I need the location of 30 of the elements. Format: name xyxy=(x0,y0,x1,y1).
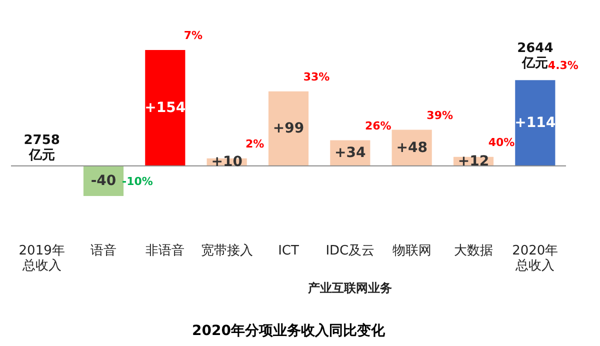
data-label: +99 xyxy=(272,120,304,137)
x-tick-label: 2019年总收入 xyxy=(18,244,65,274)
data-label: +48 xyxy=(396,140,428,156)
annotation: 7% xyxy=(184,29,203,42)
x-tick-label: 非语音 xyxy=(146,244,185,258)
data-label: +12 xyxy=(458,153,490,170)
annotation: 2% xyxy=(245,137,264,150)
annotation: 33% xyxy=(303,70,330,84)
bar xyxy=(145,50,186,166)
annotation: 40% xyxy=(488,136,515,149)
annotation: 2758亿元 xyxy=(24,132,60,163)
text: 2020年分项业务收入同比变化 xyxy=(192,322,386,339)
x-tick-label: ICT xyxy=(278,244,299,258)
data-label: +154 xyxy=(144,100,186,116)
data-label: +114 xyxy=(514,115,556,131)
annotation: 39% xyxy=(426,108,454,122)
data-label: +34 xyxy=(334,145,366,162)
text: 产业互联网业务 xyxy=(307,281,392,295)
annotation: 4.3% xyxy=(548,59,578,72)
x-tick-label: 物联网 xyxy=(392,244,432,258)
bar xyxy=(268,91,309,166)
x-tick-label: IDC及云 xyxy=(326,244,375,258)
x-tick-label: 2020年总收入 xyxy=(512,244,558,274)
data-label: -40 xyxy=(90,172,116,189)
bar xyxy=(515,80,556,166)
x-tick-label: 宽带接入 xyxy=(200,242,253,258)
x-tick-label: 语音 xyxy=(90,244,116,258)
annotation: 26% xyxy=(364,119,392,132)
annotation: -10% xyxy=(122,175,153,188)
x-tick-label: 大数据 xyxy=(454,244,493,258)
